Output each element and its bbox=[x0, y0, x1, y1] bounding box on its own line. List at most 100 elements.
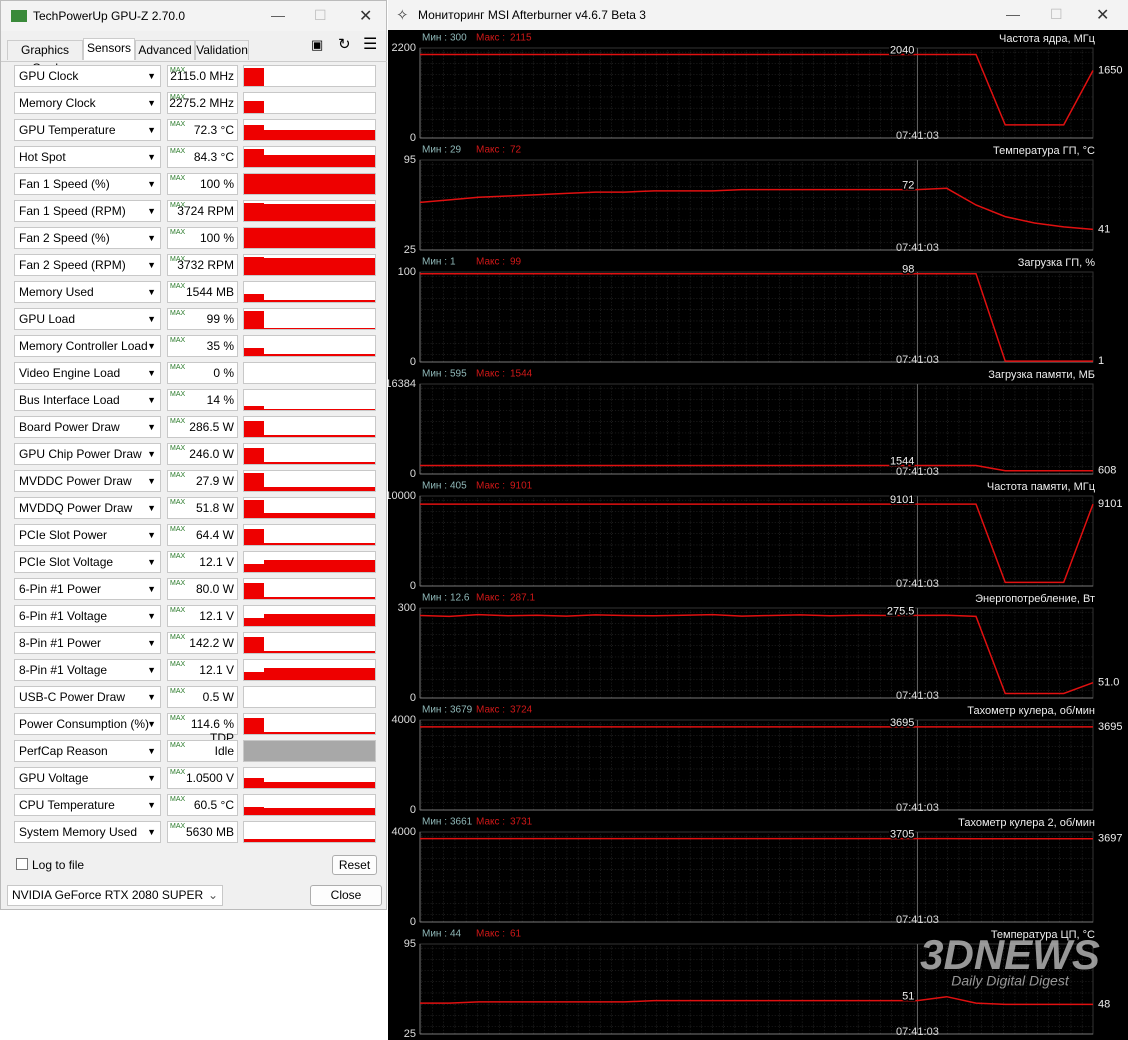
min-value: 595 bbox=[450, 369, 467, 380]
sensor-name[interactable]: Power Consumption (%) ▼ bbox=[14, 713, 161, 735]
sensor-name[interactable]: MVDDQ Power Draw ▼ bbox=[14, 497, 161, 519]
refresh-icon[interactable]: ↻ bbox=[338, 36, 351, 53]
sensor-name[interactable]: GPU Chip Power Draw ▼ bbox=[14, 443, 161, 465]
sensor-name[interactable]: Fan 1 Speed (RPM) ▼ bbox=[14, 200, 161, 222]
sensor-name-text: Fan 1 Speed (RPM) bbox=[19, 204, 126, 218]
menu-icon[interactable]: ☰ bbox=[363, 36, 378, 53]
sensor-value-box: MAX 84.3 °C bbox=[167, 146, 238, 168]
maximize[interactable]: ☐ bbox=[1050, 6, 1063, 22]
current-value: 1650 bbox=[1098, 64, 1122, 76]
sensor-name[interactable]: Memory Clock ▼ bbox=[14, 92, 161, 114]
min-value: 29 bbox=[450, 145, 462, 156]
sensor-name[interactable]: PCIe Slot Power ▼ bbox=[14, 524, 161, 546]
dropdown-arrow: ▼ bbox=[147, 71, 156, 81]
graph-bar bbox=[244, 448, 264, 464]
tab[interactable]: Validation bbox=[195, 40, 249, 60]
sensor-value: 3732 RPM bbox=[177, 258, 234, 272]
dropdown-arrow: ⌄ bbox=[207, 888, 218, 902]
graph-bar bbox=[244, 564, 264, 572]
minimize[interactable]: — bbox=[271, 7, 285, 23]
sensor-name[interactable]: Hot Spot ▼ bbox=[14, 146, 161, 168]
sensor-name[interactable]: Bus Interface Load ▼ bbox=[14, 389, 161, 411]
log-checkbox[interactable] bbox=[16, 858, 28, 870]
sensor-graph bbox=[243, 308, 376, 330]
dropdown-arrow: ▼ bbox=[147, 395, 156, 405]
max-value: 72 bbox=[510, 145, 522, 156]
max-value: 9101 bbox=[510, 481, 533, 492]
sensor-name[interactable]: Fan 2 Speed (%) ▼ bbox=[14, 227, 161, 249]
sensor-graph bbox=[243, 767, 376, 789]
sensor-name[interactable]: GPU Load ▼ bbox=[14, 308, 161, 330]
close-x[interactable]: ✕ bbox=[359, 8, 373, 25]
dropdown-arrow: ▼ bbox=[147, 125, 156, 135]
sensor-value-box: MAX 35 % bbox=[167, 335, 238, 357]
sensor-name[interactable]: GPU Voltage ▼ bbox=[14, 767, 161, 789]
max-value: 61 bbox=[510, 929, 522, 940]
sensor-name[interactable]: Memory Controller Load ▼ bbox=[14, 335, 161, 357]
max-label: Макс : bbox=[476, 705, 505, 716]
sensor-value-box: MAX 0 % bbox=[167, 362, 238, 384]
sensor-name[interactable]: GPU Clock ▼ bbox=[14, 65, 161, 87]
max-label: MAX bbox=[170, 688, 186, 695]
close-x[interactable]: ✕ bbox=[1096, 7, 1110, 24]
max-label: Макс : bbox=[476, 145, 505, 156]
dropdown-arrow: ▼ bbox=[147, 341, 156, 351]
sensor-value-box: MAX 1544 MB bbox=[167, 281, 238, 303]
sensor-value-box: MAX 60.5 °C bbox=[167, 794, 238, 816]
sensor-name[interactable]: Memory Used ▼ bbox=[14, 281, 161, 303]
sensor-name[interactable]: Board Power Draw ▼ bbox=[14, 416, 161, 438]
sensor-graph bbox=[243, 686, 376, 708]
sensor-graph bbox=[243, 389, 376, 411]
sensor-name[interactable]: GPU Temperature ▼ bbox=[14, 119, 161, 141]
sensor-name[interactable]: 8-Pin #1 Voltage ▼ bbox=[14, 659, 161, 681]
sensor-name[interactable]: PerfCap Reason ▼ bbox=[14, 740, 161, 762]
close-button[interactable]: Close bbox=[310, 885, 382, 906]
gpu-select[interactable]: NVIDIA GeForce RTX 2080 SUPER ⌄ bbox=[7, 885, 223, 906]
tab[interactable]: Sensors bbox=[83, 38, 135, 60]
sensor-name[interactable]: Fan 1 Speed (%) ▼ bbox=[14, 173, 161, 195]
max-label: Макс : bbox=[476, 481, 505, 492]
minimize[interactable]: — bbox=[1006, 6, 1020, 22]
max-label: Макс : bbox=[476, 593, 505, 604]
reset-button[interactable]: Reset bbox=[332, 855, 377, 875]
watermark-tagline: Daily Digital Digest bbox=[951, 973, 1070, 989]
sensor-name[interactable]: USB-C Power Draw ▼ bbox=[14, 686, 161, 708]
max-label: MAX bbox=[170, 580, 186, 587]
cursor-time: 07:41:03 bbox=[896, 130, 939, 142]
sensor-name-text: Power Consumption (%) bbox=[19, 717, 150, 731]
sensor-name[interactable]: 8-Pin #1 Power ▼ bbox=[14, 632, 161, 654]
sensor-name-text: GPU Voltage bbox=[19, 771, 89, 785]
sensor-graph bbox=[243, 659, 376, 681]
cursor-value: 9101 bbox=[890, 494, 914, 506]
max-label: MAX bbox=[170, 742, 186, 749]
camera-icon[interactable]: ▣ bbox=[311, 37, 324, 52]
sensor-name-text: Board Power Draw bbox=[19, 420, 120, 434]
tab[interactable]: Advanced bbox=[135, 40, 195, 60]
max-label: MAX bbox=[170, 391, 186, 398]
graph-bar bbox=[244, 421, 264, 437]
trace-line bbox=[419, 187, 1094, 231]
sensor-name[interactable]: 6-Pin #1 Voltage ▼ bbox=[14, 605, 161, 627]
sensor-name[interactable]: Fan 2 Speed (RPM) ▼ bbox=[14, 254, 161, 276]
trace-line bbox=[420, 995, 1093, 1006]
min-value: 3661 bbox=[450, 817, 473, 828]
graph-bar bbox=[244, 637, 264, 653]
dropdown-arrow: ▼ bbox=[147, 638, 156, 648]
title-bar: ✧ Мониторинг MSI Afterburner v4.6.7 Beta… bbox=[388, 0, 1128, 30]
sensor-name[interactable]: PCIe Slot Voltage ▼ bbox=[14, 551, 161, 573]
cursor-value: 3705 bbox=[890, 829, 914, 841]
sensor-name[interactable]: System Memory Used ▼ bbox=[14, 821, 161, 843]
panel-title: Тахометр кулера 2, об/мин bbox=[958, 817, 1095, 829]
max-label: MAX bbox=[170, 418, 186, 425]
sensor-name[interactable]: 6-Pin #1 Power ▼ bbox=[14, 578, 161, 600]
sensor-name[interactable]: CPU Temperature ▼ bbox=[14, 794, 161, 816]
sensor-name[interactable]: MVDDC Power Draw ▼ bbox=[14, 470, 161, 492]
maximize[interactable]: ☐ bbox=[314, 7, 327, 23]
tab[interactable]: Graphics Card bbox=[7, 40, 83, 75]
sensor-name[interactable]: Video Engine Load ▼ bbox=[14, 362, 161, 384]
dropdown-arrow: ▼ bbox=[147, 206, 156, 216]
min-label: Мин : bbox=[422, 929, 447, 940]
graph-bar bbox=[244, 778, 264, 788]
cursor-time: 07:41:03 bbox=[896, 1026, 939, 1038]
min-label: Мин : bbox=[422, 257, 447, 268]
